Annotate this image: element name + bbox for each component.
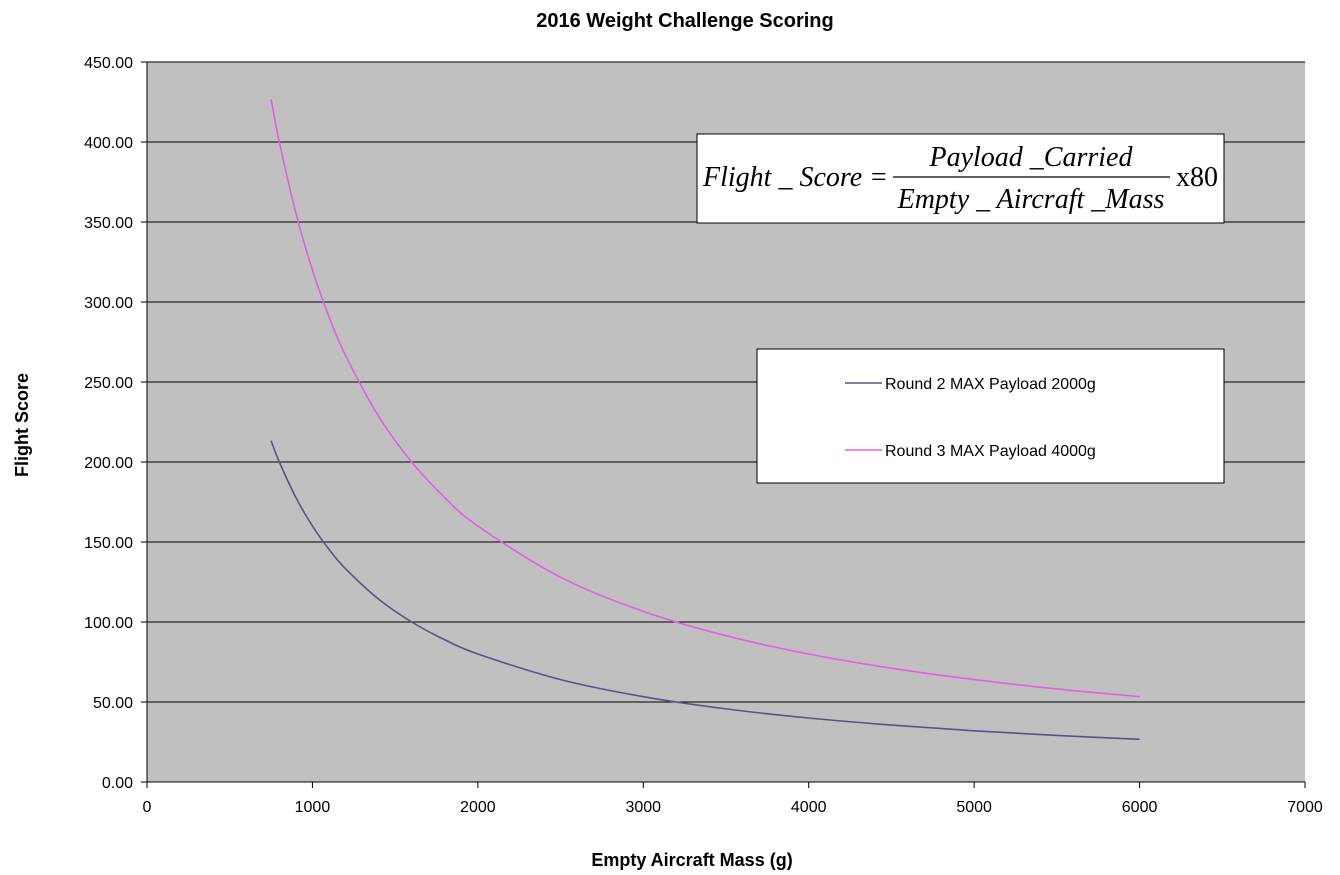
x-tick-label: 4000	[791, 799, 827, 816]
x-tick-label: 0	[143, 799, 152, 816]
y-tick-label: 100.00	[84, 615, 133, 632]
y-axis-ticks: 0.00 50.00 100.00 150.00 200.00 250.00 300.00 3…	[84, 55, 147, 792]
legend-label-round3: Round 3 MAX Payload 4000g	[885, 443, 1096, 460]
formula-multiplier: x80	[1176, 162, 1218, 193]
formula-numerator: Payload _Carried	[929, 142, 1134, 173]
x-tick-label: 1000	[295, 799, 331, 816]
legend: Round 2 MAX Payload 2000g Round 3 MAX Pa…	[756, 348, 1225, 484]
y-tick-label: 300.00	[84, 295, 133, 312]
y-tick-label: 250.00	[84, 375, 133, 392]
formula-denominator: Empty _ Aircraft _Mass	[897, 184, 1165, 215]
x-axis-ticks: 0 1000 2000 3000 4000 5000 6000 7000	[143, 782, 1323, 816]
y-tick-label: 450.00	[84, 55, 133, 72]
series-line-round2	[270, 440, 1140, 741]
legend-label-round2: Round 2 MAX Payload 2000g	[885, 376, 1096, 393]
formula-annotation: Flight _ Score = Payload _Carried Empty …	[696, 133, 1225, 224]
chart-title: 2016 Weight Challenge Scoring	[536, 10, 833, 32]
formula-lhs: Flight _ Score =	[702, 162, 888, 193]
x-axis-title: Empty Aircraft Mass (g)	[591, 850, 792, 870]
x-tick-label: 6000	[1122, 799, 1158, 816]
y-axis-title: Flight Score	[12, 373, 32, 477]
series-lines	[270, 99, 1140, 741]
legend-box	[756, 348, 1225, 484]
x-tick-label: 2000	[460, 799, 496, 816]
y-tick-label: 0.00	[102, 775, 133, 792]
y-tick-label: 400.00	[84, 135, 133, 152]
x-tick-label: 5000	[956, 799, 992, 816]
formula-box	[696, 133, 1225, 224]
x-tick-label: 7000	[1287, 799, 1323, 816]
y-tick-label: 200.00	[84, 455, 133, 472]
x-tick-label: 3000	[625, 799, 661, 816]
series-line-round3	[270, 99, 1140, 698]
y-tick-label: 150.00	[84, 535, 133, 552]
y-tick-label: 50.00	[93, 695, 133, 712]
y-tick-label: 350.00	[84, 215, 133, 232]
